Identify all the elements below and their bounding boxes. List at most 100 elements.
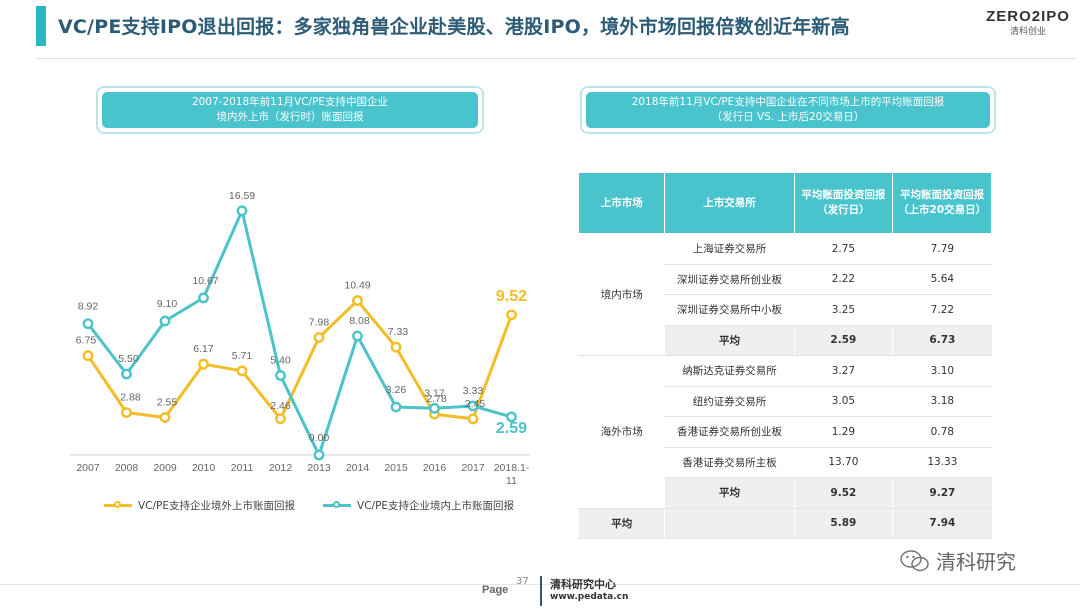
data-label: 9.52 <box>496 288 527 305</box>
x-tick-label: 2007 <box>76 462 100 474</box>
x-tick-label: 2016 <box>423 462 447 474</box>
exchange-cell: 纳斯达克证券交易所 <box>664 355 795 387</box>
data-label: 2.46 <box>270 400 291 412</box>
data-label: 5.50 <box>118 353 139 365</box>
total-empty <box>664 508 795 539</box>
page-label: Page <box>482 584 509 596</box>
data-point <box>313 449 325 461</box>
market-cell: 境内市场 <box>577 233 665 356</box>
data-point <box>82 350 94 362</box>
exchange-cell: 上海证券交易所 <box>664 233 795 265</box>
data-point <box>121 368 132 380</box>
data-label: 2.78 <box>426 393 447 405</box>
table-row: 香港证券交易所创业板 1.29 0.78 <box>579 416 992 448</box>
chart-legend: VC/PE支持企业境外上市账面回报 VC/PE支持企业境内上市账面回报 <box>104 498 542 513</box>
table-header-row: 上市市场 上市交易所 平均账面投资回报 （发行日） 平均账面投资回报 （上市20… <box>577 172 992 234</box>
data-point <box>275 370 286 381</box>
average-20d: 6.73 <box>892 325 992 356</box>
return-issue-cell: 2.75 <box>793 233 893 265</box>
data-point <box>236 365 248 377</box>
series-line-0 <box>86 299 513 421</box>
watermark-text: 清科研究 <box>936 550 1016 574</box>
right-box-line1: 2018年前11月VC/PE支持中国企业在不同市场上市的平均账面回报 <box>631 96 945 108</box>
data-point <box>236 205 248 217</box>
x-tick-label: 2018.1-11 <box>494 462 530 487</box>
x-tick-label: 2010 <box>192 462 216 474</box>
data-label: 8.92 <box>78 301 99 313</box>
average-issue: 9.52 <box>793 477 893 509</box>
data-point <box>121 407 132 419</box>
x-tick-label: 2014 <box>346 462 370 474</box>
left-chart-title-box: 2007-2018年前11月VC/PE支持中国企业 境内外上市（发行时）账面回报 <box>96 86 484 134</box>
return-20d-cell: 13.33 <box>892 447 992 478</box>
exchange-cell: 香港证券交易所主板 <box>664 447 795 478</box>
series-lines <box>86 209 513 457</box>
data-point <box>159 412 171 423</box>
x-axis: 2007 2008 2009 2010 2011 2012 2013 2014 2015 2016… <box>70 454 530 487</box>
header-exchange: 上市交易所 <box>664 172 795 234</box>
table-row: 香港证券交易所主板 13.70 13.33 <box>579 447 992 478</box>
return-20d-cell: 7.22 <box>892 294 992 326</box>
total-issue: 5.89 <box>793 508 893 539</box>
table-row: 深圳证券交易所中小板 3.25 7.22 <box>579 294 992 326</box>
table-body: 境内市场 上海证券交易所 2.75 7.79 深圳证券交易所创业板 2.22 5.64 深圳证… <box>577 233 992 539</box>
footer-vertical-bar <box>540 576 542 606</box>
total-20d: 7.94 <box>892 508 992 539</box>
average-label: 平均 <box>664 477 795 509</box>
data-point <box>352 330 363 342</box>
title-accent-bar <box>36 6 46 46</box>
return-issue-cell: 3.05 <box>793 386 893 417</box>
table-row-average: 平均 9.52 9.27 <box>579 477 992 509</box>
return-issue-cell: 3.25 <box>793 294 893 326</box>
data-label: 16.59 <box>229 190 255 202</box>
legend-swatch-domestic <box>323 501 352 508</box>
returns-table: 上市市场 上市交易所 平均账面投资回报 （发行日） 平均账面投资回报 （上市20… <box>577 172 992 539</box>
line-chart: 2007 2008 2009 2010 2011 2012 2013 2014 2015 2016… <box>70 190 530 487</box>
data-point <box>429 402 440 414</box>
return-20d-cell: 7.79 <box>892 233 992 265</box>
x-tick-label: 2009 <box>153 462 177 474</box>
data-point <box>82 318 94 330</box>
exchange-cell: 深圳证券交易所中小板 <box>664 294 795 326</box>
data-label: 2.59 <box>496 420 527 437</box>
average-label: 平均 <box>664 325 795 356</box>
table-row: 深圳证券交易所创业板 2.22 5.64 <box>579 264 992 295</box>
footer-url: www.pedata.cn <box>550 592 629 602</box>
data-label: 3.17 <box>424 387 445 399</box>
data-label: 5.40 <box>270 355 291 367</box>
series-line-1 <box>86 209 512 457</box>
data-point <box>313 332 325 343</box>
data-point <box>506 411 517 423</box>
return-20d-cell: 3.10 <box>892 355 992 387</box>
average-20d: 9.27 <box>892 477 992 509</box>
data-label: 3.26 <box>386 384 407 396</box>
header-return-20d: 平均账面投资回报 （上市20交易日） <box>892 172 992 234</box>
right-table-title-box: 2018年前11月VC/PE支持中国企业在不同市场上市的平均账面回报 （发行日 … <box>580 86 996 134</box>
exchange-cell: 深圳证券交易所创业板 <box>664 264 795 295</box>
exchange-cell: 香港证券交易所创业板 <box>664 416 795 448</box>
legend-label-domestic: VC/PE支持企业境内上市账面回报 <box>357 500 515 512</box>
return-issue-cell: 3.27 <box>793 355 893 387</box>
data-point <box>506 309 517 321</box>
x-tick-label: 2008 <box>115 462 139 474</box>
left-box-line1: 2007-2018年前11月VC/PE支持中国企业 <box>191 96 389 108</box>
data-label: 6.17 <box>193 343 214 355</box>
total-label: 平均 <box>577 508 665 539</box>
data-label: 3.33 <box>463 385 484 397</box>
logo-main-text: ZERO2IPO <box>986 8 1070 25</box>
x-tick-label: 2012 <box>269 462 293 474</box>
return-issue-cell: 1.29 <box>793 416 893 448</box>
data-point <box>159 315 171 327</box>
series-points <box>82 205 517 461</box>
x-tick-label: 2017 <box>461 462 485 474</box>
wechat-watermark: 清科研究 <box>900 546 1016 575</box>
data-point <box>390 401 402 413</box>
logo-sub-text: 清科创业 <box>1009 27 1046 37</box>
table-row: 纽约证券交易所 3.05 3.18 <box>579 386 992 417</box>
data-point <box>198 292 209 304</box>
market-cell: 海外市场 <box>577 355 665 509</box>
data-label: 0.00 <box>309 432 330 444</box>
header-market: 上市市场 <box>577 172 666 234</box>
data-label: 6.75 <box>76 335 97 347</box>
page-indicator: Page 37 <box>476 576 536 602</box>
